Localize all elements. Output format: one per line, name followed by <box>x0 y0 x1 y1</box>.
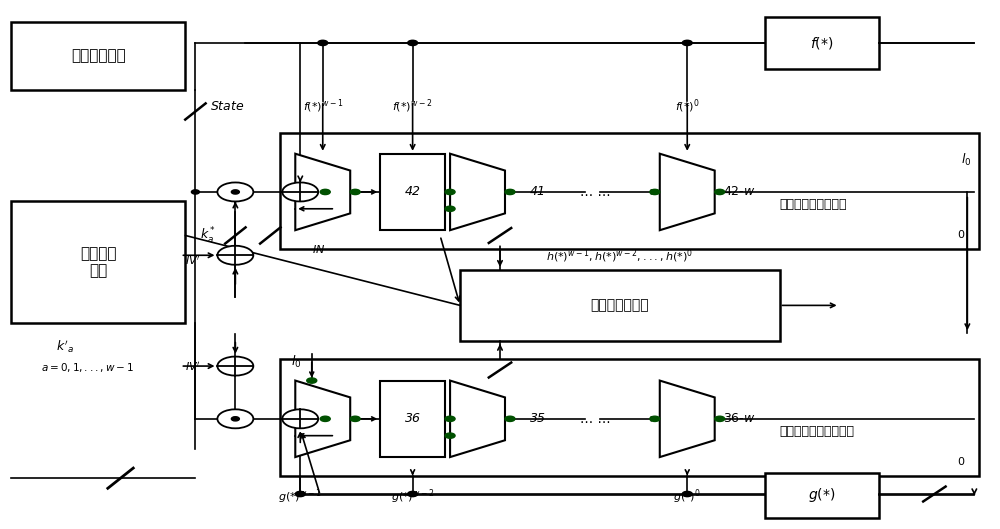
Text: 线性反馈移位寄存器: 线性反馈移位寄存器 <box>780 198 847 211</box>
Text: $g(*)^{w-1}$: $g(*)^{w-1}$ <box>278 487 322 506</box>
Polygon shape <box>450 380 505 457</box>
Bar <box>460 270 780 341</box>
Circle shape <box>191 190 199 194</box>
Text: $f(*)^{0}$: $f(*)^{0}$ <box>675 97 700 115</box>
Circle shape <box>231 190 239 194</box>
Text: 密钥轮转
函数: 密钥轮转 函数 <box>80 245 117 278</box>
Text: $h(*)^{w-1}, h(*)^{w-2}, ..., h(*)^0$: $h(*)^{w-1}, h(*)^{w-2}, ..., h(*)^0$ <box>546 248 693 266</box>
Circle shape <box>408 491 418 497</box>
Text: $36$-$w$: $36$-$w$ <box>723 412 755 425</box>
Circle shape <box>217 183 253 202</box>
Bar <box>11 22 185 90</box>
Text: $State$: $State$ <box>210 100 245 113</box>
Text: $g(*)$: $g(*)$ <box>808 486 836 504</box>
Text: ... ...: ... ... <box>580 412 610 426</box>
Bar <box>380 380 445 457</box>
Circle shape <box>320 189 330 195</box>
Text: 42: 42 <box>405 186 421 198</box>
Text: $IV'$: $IV'$ <box>185 254 200 267</box>
Polygon shape <box>295 380 350 457</box>
Text: $k'_a$: $k'_a$ <box>56 338 74 354</box>
Circle shape <box>445 416 455 422</box>
Polygon shape <box>295 154 350 230</box>
Text: ... ...: ... ... <box>580 185 610 199</box>
Polygon shape <box>450 154 505 230</box>
Bar <box>765 473 879 518</box>
Circle shape <box>650 189 660 195</box>
Text: 0: 0 <box>957 458 964 467</box>
Circle shape <box>282 409 318 428</box>
Text: $IN$: $IN$ <box>312 243 325 254</box>
Text: 41: 41 <box>530 186 546 198</box>
Circle shape <box>715 189 725 195</box>
Text: $f(*)^{w-2}$: $f(*)^{w-2}$ <box>392 97 433 115</box>
Circle shape <box>715 416 725 422</box>
Circle shape <box>350 416 360 422</box>
Circle shape <box>282 183 318 202</box>
Circle shape <box>445 189 455 195</box>
Text: $l_0$: $l_0$ <box>961 152 971 168</box>
Circle shape <box>318 40 328 45</box>
Text: $l_0$: $l_0$ <box>291 354 302 370</box>
Circle shape <box>682 40 692 45</box>
Circle shape <box>320 416 330 422</box>
Bar <box>11 201 185 323</box>
Circle shape <box>445 206 455 212</box>
Polygon shape <box>660 154 715 230</box>
Circle shape <box>217 357 253 376</box>
Text: 0: 0 <box>957 231 964 241</box>
Circle shape <box>682 491 692 497</box>
Bar <box>765 16 879 69</box>
Text: $g(*)^{w-2}$: $g(*)^{w-2}$ <box>391 487 434 506</box>
Circle shape <box>307 378 317 383</box>
Text: 密钥流输出函数: 密钥流输出函数 <box>591 298 649 313</box>
Text: 35: 35 <box>530 412 546 425</box>
Circle shape <box>650 416 660 422</box>
Text: $k^*_a$: $k^*_a$ <box>200 225 217 245</box>
Circle shape <box>505 416 515 422</box>
Circle shape <box>217 409 253 428</box>
Text: $f(*)$: $f(*)$ <box>810 35 834 51</box>
Text: $g(*)^{0}$: $g(*)^{0}$ <box>673 487 701 506</box>
Circle shape <box>350 189 360 195</box>
Bar <box>280 360 979 476</box>
Text: 36: 36 <box>405 412 421 425</box>
Bar <box>380 154 445 230</box>
Bar <box>280 133 979 249</box>
Circle shape <box>295 491 305 497</box>
Text: 非线性反馈移位寄存器: 非线性反馈移位寄存器 <box>780 425 855 438</box>
Circle shape <box>408 40 418 45</box>
Circle shape <box>231 417 239 421</box>
Text: $42$-$w$: $42$-$w$ <box>723 186 755 198</box>
Text: $IV'$: $IV'$ <box>185 360 200 372</box>
Circle shape <box>505 189 515 195</box>
Circle shape <box>445 433 455 439</box>
Polygon shape <box>660 380 715 457</box>
Text: 状态控制单元: 状态控制单元 <box>71 49 126 63</box>
Circle shape <box>217 246 253 264</box>
Text: $a=0, 1, ...,w-1$: $a=0, 1, ...,w-1$ <box>41 361 134 374</box>
Text: $f(*)^{w-1}$: $f(*)^{w-1}$ <box>303 97 343 115</box>
